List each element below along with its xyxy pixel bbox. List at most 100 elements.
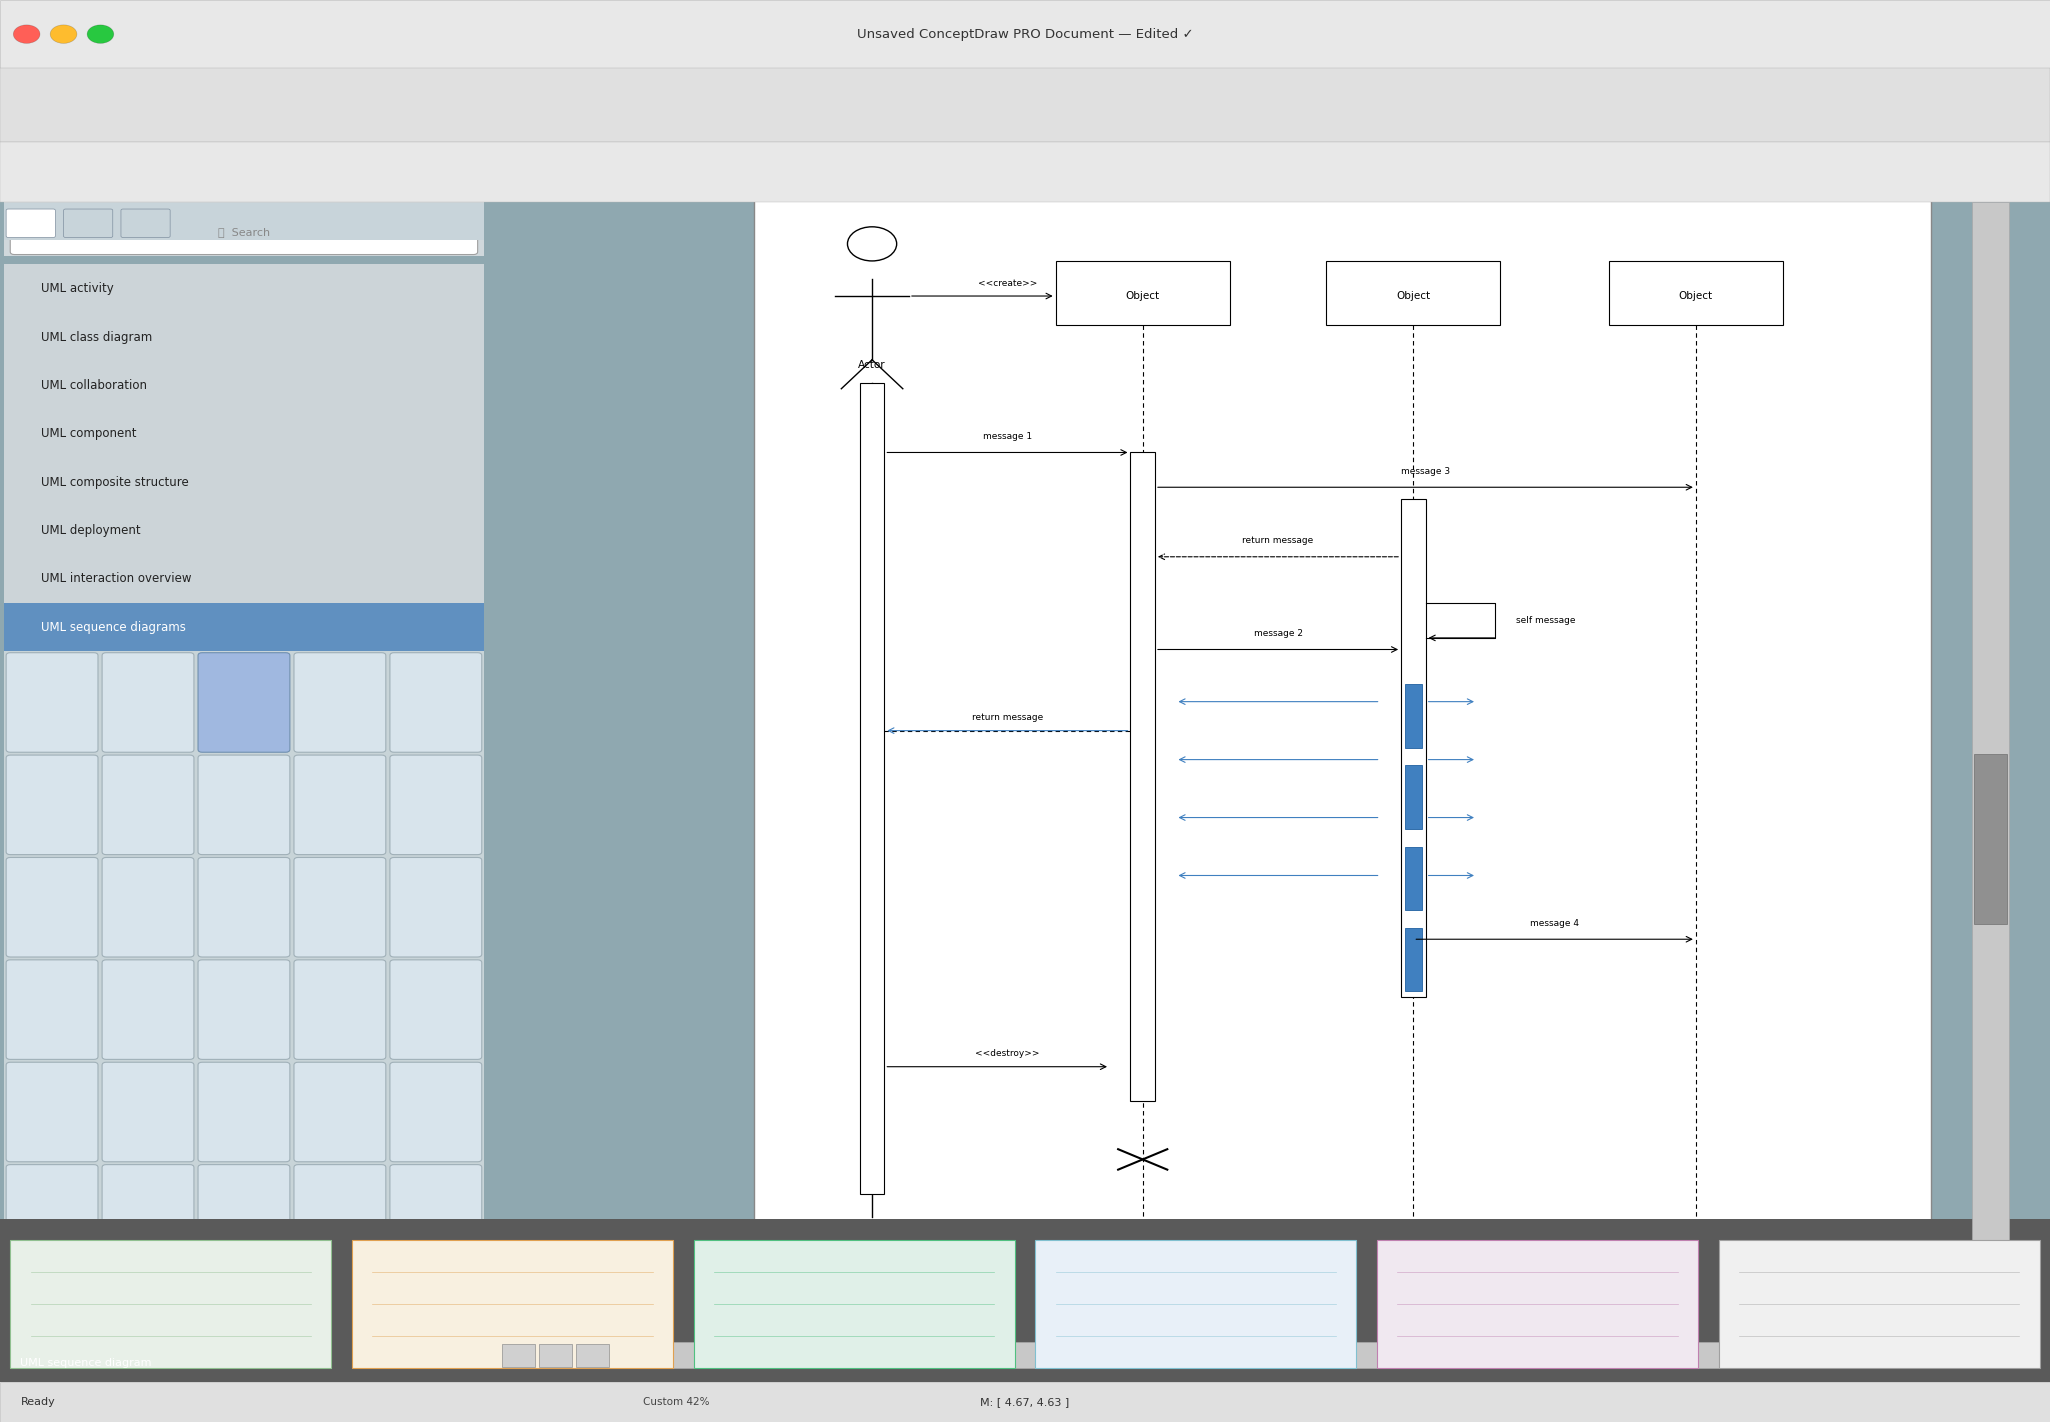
- FancyBboxPatch shape: [199, 1267, 289, 1367]
- Bar: [0, 142, 2050, 202]
- Bar: [488, 1342, 1972, 1368]
- FancyBboxPatch shape: [390, 1165, 482, 1264]
- Text: return message: return message: [1242, 536, 1314, 546]
- Bar: [0, 202, 488, 1368]
- Text: Custom 42%: Custom 42%: [644, 1396, 709, 1408]
- Text: UML component: UML component: [41, 427, 137, 441]
- FancyBboxPatch shape: [293, 1062, 385, 1162]
- FancyBboxPatch shape: [102, 1062, 195, 1162]
- FancyBboxPatch shape: [199, 857, 289, 957]
- FancyBboxPatch shape: [6, 1267, 98, 1367]
- Bar: [502, 1344, 535, 1367]
- FancyBboxPatch shape: [390, 653, 482, 752]
- FancyBboxPatch shape: [390, 755, 482, 855]
- Text: <<create>>: <<create>>: [978, 279, 1037, 287]
- FancyBboxPatch shape: [6, 209, 55, 237]
- Text: M: [ 4.67, 4.63 ]: M: [ 4.67, 4.63 ]: [980, 1396, 1070, 1408]
- Bar: [1326, 262, 1501, 326]
- FancyBboxPatch shape: [199, 1062, 289, 1162]
- Bar: [0, 1219, 2050, 1382]
- Bar: [10, 1240, 332, 1368]
- Text: message 2: message 2: [1253, 629, 1302, 638]
- Bar: [1378, 1240, 1697, 1368]
- Bar: [1130, 452, 1154, 1102]
- Bar: [1035, 1240, 1357, 1368]
- Bar: [1056, 262, 1230, 326]
- Bar: [1404, 846, 1421, 910]
- Bar: [1974, 754, 2007, 924]
- FancyBboxPatch shape: [64, 209, 113, 237]
- Bar: [1404, 765, 1421, 829]
- Text: UML composite structure: UML composite structure: [41, 475, 189, 489]
- FancyBboxPatch shape: [390, 1062, 482, 1162]
- Bar: [0, 68, 2050, 142]
- Circle shape: [49, 24, 78, 43]
- FancyBboxPatch shape: [199, 755, 289, 855]
- FancyBboxPatch shape: [102, 755, 195, 855]
- Bar: [4, 199, 484, 256]
- FancyBboxPatch shape: [102, 1165, 195, 1264]
- FancyBboxPatch shape: [102, 857, 195, 957]
- FancyBboxPatch shape: [6, 755, 98, 855]
- FancyBboxPatch shape: [121, 209, 170, 237]
- Circle shape: [86, 24, 113, 43]
- FancyBboxPatch shape: [293, 1267, 385, 1367]
- Bar: [353, 1240, 672, 1368]
- Text: message 1: message 1: [982, 432, 1031, 441]
- Text: UML collaboration: UML collaboration: [41, 378, 148, 392]
- FancyBboxPatch shape: [293, 653, 385, 752]
- FancyBboxPatch shape: [390, 960, 482, 1059]
- Bar: [4, 651, 484, 1368]
- Bar: [539, 1344, 572, 1367]
- Text: Object: Object: [1396, 292, 1431, 301]
- FancyBboxPatch shape: [390, 1267, 482, 1367]
- FancyBboxPatch shape: [102, 960, 195, 1059]
- Bar: [1404, 684, 1421, 748]
- FancyBboxPatch shape: [6, 857, 98, 957]
- FancyBboxPatch shape: [102, 653, 195, 752]
- Bar: [1972, 202, 2009, 1368]
- Bar: [1718, 1240, 2040, 1368]
- Bar: [859, 383, 884, 1194]
- Text: 🔍  Search: 🔍 Search: [217, 226, 271, 237]
- Text: Ready: Ready: [20, 1396, 55, 1408]
- FancyBboxPatch shape: [293, 1165, 385, 1264]
- Text: Object: Object: [1679, 292, 1714, 301]
- FancyBboxPatch shape: [6, 653, 98, 752]
- Text: UML class diagram: UML class diagram: [41, 330, 152, 344]
- FancyBboxPatch shape: [293, 960, 385, 1059]
- FancyBboxPatch shape: [199, 960, 289, 1059]
- Text: UML sequence diagram: UML sequence diagram: [20, 1358, 152, 1368]
- Text: Unsaved ConceptDraw PRO Document — Edited ✓: Unsaved ConceptDraw PRO Document — Edite…: [857, 27, 1193, 41]
- FancyBboxPatch shape: [102, 1267, 195, 1367]
- Bar: [693, 1240, 1015, 1368]
- Text: Actor: Actor: [859, 360, 886, 370]
- Bar: [0, 1382, 2050, 1422]
- FancyBboxPatch shape: [6, 1062, 98, 1162]
- Text: message 3: message 3: [1400, 466, 1449, 476]
- Bar: [4, 264, 484, 651]
- FancyBboxPatch shape: [293, 755, 385, 855]
- Text: UML deployment: UML deployment: [41, 523, 141, 538]
- Text: self message: self message: [1515, 616, 1574, 626]
- Bar: [754, 128, 1931, 1287]
- FancyBboxPatch shape: [293, 857, 385, 957]
- Text: <<destroy>>: <<destroy>>: [976, 1049, 1039, 1058]
- Bar: [4, 203, 484, 240]
- Text: UML interaction overview: UML interaction overview: [41, 572, 191, 586]
- FancyBboxPatch shape: [199, 1165, 289, 1264]
- Text: UML activity: UML activity: [41, 282, 113, 296]
- Text: Object: Object: [1125, 292, 1160, 301]
- Bar: [1609, 262, 1784, 326]
- FancyBboxPatch shape: [390, 857, 482, 957]
- FancyBboxPatch shape: [10, 209, 478, 255]
- FancyBboxPatch shape: [6, 960, 98, 1059]
- FancyBboxPatch shape: [6, 1165, 98, 1264]
- Text: UML sequence diagrams: UML sequence diagrams: [41, 620, 187, 634]
- Bar: [4, 603, 484, 651]
- Circle shape: [12, 24, 39, 43]
- Text: return message: return message: [972, 712, 1043, 722]
- Bar: [488, 202, 2050, 1368]
- Circle shape: [847, 226, 896, 262]
- FancyBboxPatch shape: [199, 653, 289, 752]
